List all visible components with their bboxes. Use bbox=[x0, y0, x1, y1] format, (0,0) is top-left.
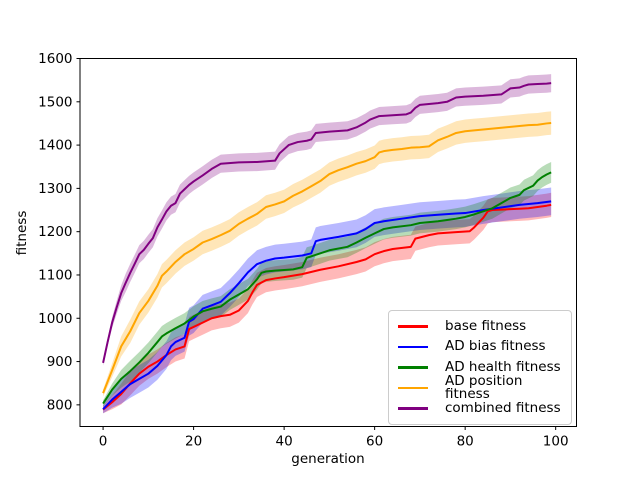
series-line-base-fitness bbox=[102, 203, 552, 411]
legend-item-label: combined fitness bbox=[445, 399, 561, 416]
series-line-AD-health-fitness bbox=[102, 171, 552, 405]
legend-line-swatch bbox=[398, 345, 428, 349]
x-tick-label: 0 bbox=[99, 434, 108, 450]
legend-line-swatch bbox=[398, 325, 428, 328]
x-tick-label: 20 bbox=[185, 434, 202, 450]
series-band-base-fitness bbox=[103, 192, 552, 414]
y-tick-label: 1100 bbox=[38, 267, 72, 283]
legend-item-label: AD health fitness bbox=[445, 358, 561, 375]
series-band-AD-health-fitness bbox=[103, 161, 552, 407]
y-tick-label: 1600 bbox=[38, 51, 72, 67]
y-axis-label: fitness bbox=[14, 210, 30, 256]
series-line-combined-fitness bbox=[102, 82, 552, 364]
legend-item-label: base fitness bbox=[445, 317, 527, 334]
legend-item-label: AD bias fitness bbox=[445, 338, 546, 355]
y-tick-label: 900 bbox=[47, 354, 73, 370]
x-tick-label: 40 bbox=[276, 434, 293, 450]
legend-line-swatch bbox=[398, 366, 428, 369]
y-tick-label: 1200 bbox=[38, 224, 72, 240]
y-tick-label: 800 bbox=[47, 397, 73, 413]
legend-line-swatch bbox=[398, 407, 428, 410]
series-band-AD-position-fitness bbox=[103, 111, 552, 397]
legend-item-base-fitness: base fitness bbox=[398, 316, 562, 337]
legend: base fitness AD bias fitness AD health fit… bbox=[388, 310, 572, 425]
legend-item-combined-fitness: combined fitness bbox=[398, 398, 562, 419]
legend-item-AD-bias-fitness: AD bias fitness bbox=[398, 337, 562, 358]
axes-frame bbox=[79, 58, 577, 427]
legend-item-AD-position-fitness: AD position fitness bbox=[398, 372, 562, 403]
x-tick-label: 80 bbox=[457, 434, 474, 450]
series-line-AD-position-fitness bbox=[102, 122, 552, 394]
y-tick-label: 1300 bbox=[38, 181, 72, 197]
legend-line-swatch bbox=[398, 386, 428, 390]
x-axis-label: generation bbox=[291, 451, 365, 467]
y-tick-label: 1000 bbox=[38, 311, 72, 327]
y-tick-label: 1500 bbox=[38, 94, 72, 110]
y-tick-label: 1400 bbox=[38, 138, 72, 154]
legend-item-label: AD position fitness bbox=[445, 372, 523, 403]
x-tick-label: 60 bbox=[366, 434, 383, 450]
legend-item-AD-health-fitness: AD health fitness bbox=[398, 357, 562, 378]
series-line-AD-bias-fitness bbox=[102, 200, 552, 410]
x-tick-label: 100 bbox=[543, 434, 569, 450]
